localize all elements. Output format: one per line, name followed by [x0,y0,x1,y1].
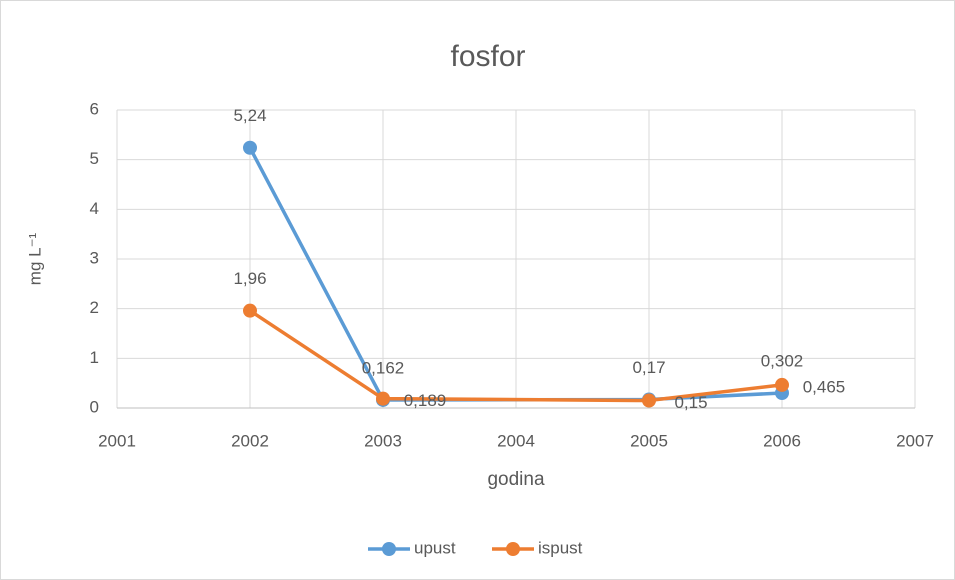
legend-label: upust [414,538,456,557]
x-tick-label: 2001 [98,431,136,450]
data-label: 0,189 [404,391,447,410]
x-axis-label: godina [487,469,544,490]
series-line [249,309,783,403]
data-label: 1,96 [233,269,266,288]
data-point [775,377,789,392]
y-axis-label: mg L⁻¹ [25,232,44,285]
x-tick-label: 2004 [497,431,535,450]
y-tick-label: 0 [90,397,99,416]
legend-marker [506,542,520,556]
x-tick-label: 2007 [896,431,934,450]
data-point [243,140,257,155]
x-tick-label: 2006 [763,431,801,450]
data-label: 0,162 [362,358,405,377]
x-tick-label: 2002 [231,431,269,450]
y-tick-label: 6 [90,99,99,118]
data-point [376,391,390,406]
y-tick-label: 4 [90,199,99,218]
data-label: 5,24 [233,106,266,125]
data-label: 0,17 [632,358,665,377]
y-tick-label: 1 [90,348,99,367]
x-tick-label: 2005 [630,431,668,450]
y-tick-label: 5 [90,149,99,168]
chart-title: fosfor [450,40,525,73]
y-tick-label: 2 [90,298,99,317]
x-tick-label: 2003 [364,431,402,450]
legend-label: ispust [538,538,583,557]
legend-marker [382,542,396,556]
data-point [642,393,656,408]
data-label: 0,15 [674,393,707,412]
data-label: 0,302 [761,351,804,370]
data-point [243,303,257,318]
y-tick-label: 3 [90,248,99,267]
data-label: 0,465 [803,377,846,396]
